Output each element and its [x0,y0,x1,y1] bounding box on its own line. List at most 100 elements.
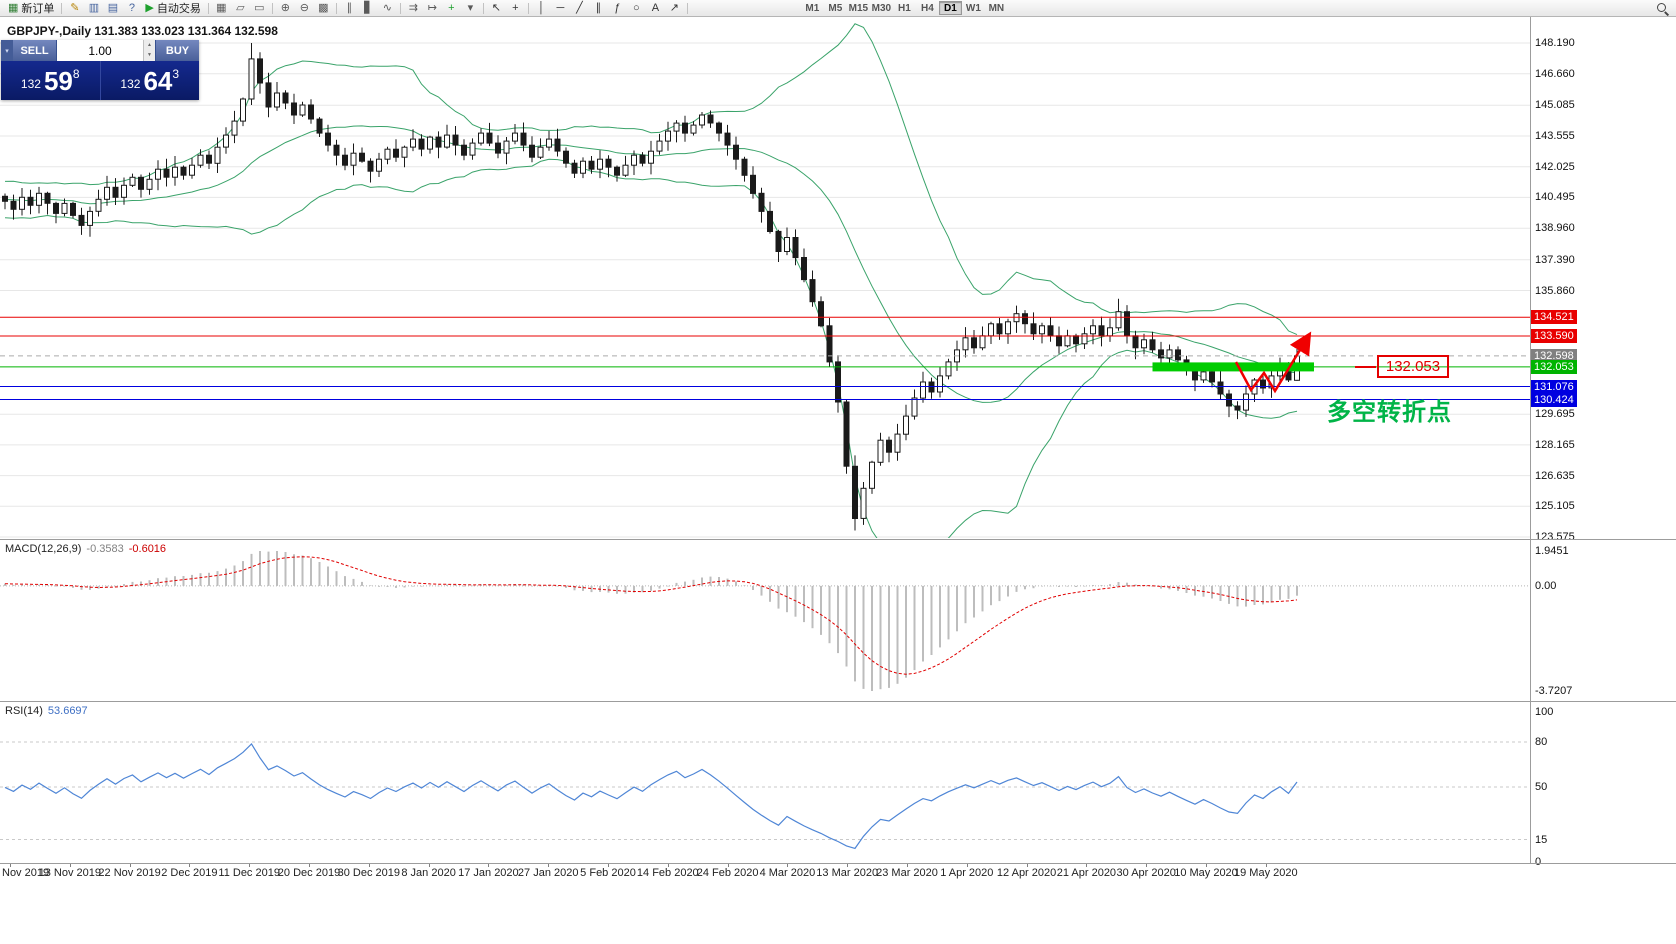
search-button[interactable] [1653,1,1672,16]
pane-separator[interactable] [0,539,1676,540]
channel-icon: ∥ [595,1,602,14]
price-tag: 132.598 [1531,348,1577,363]
data-window-button[interactable]: ▤ [103,1,122,16]
vertical-line-button[interactable]: │ [532,1,551,16]
price-annotation-box[interactable]: 132.053 [1377,355,1449,378]
toolbar-separator [527,2,529,14]
timeframe-button-h1[interactable]: H1 [893,1,916,15]
line-chart-button[interactable]: ∿ [378,1,397,16]
date-tick [1265,864,1267,867]
new-order-label: 新订单 [21,3,55,15]
sell-price[interactable]: 132 59 8 [1,61,101,100]
fibonacci-button[interactable]: ƒ [608,1,627,16]
date-label: 2 Dec 2019 [161,867,218,879]
new-chart-button[interactable]: + [442,1,461,16]
price-tag: 133.590 [1531,329,1577,343]
candlestick-chart-button[interactable]: ▋ [359,1,378,16]
date-label: 20 Dec 2019 [277,867,341,879]
shapes-icon: ○ [633,1,640,14]
price-tag: 131.076 [1531,379,1577,394]
rsi-axis-label: 15 [1535,833,1548,846]
sell-button[interactable]: SELL [13,40,56,61]
toolbar-separator [335,2,337,14]
tile-windows-button[interactable]: ▦ [212,1,231,16]
pane-separator[interactable] [0,701,1676,702]
timeframe-button-m15[interactable]: M15 [848,2,869,14]
date-tick [249,864,251,867]
cascade-windows-icon: ▱ [236,1,245,14]
timeframe-button-h4[interactable]: H4 [916,1,939,15]
grid-button[interactable]: ▩ [314,1,333,16]
text-button[interactable]: A [646,1,665,16]
volume-down-button[interactable]: ▼ [144,50,155,61]
trendline-button[interactable]: ╱ [570,1,589,16]
timeframe-button-w1[interactable]: W1 [962,1,985,15]
auto-scroll-button[interactable]: ⇉ [404,1,423,16]
timeframe-button-mn[interactable]: MN [985,1,1008,15]
buy-button[interactable]: BUY [156,40,199,61]
fibonacci-icon: ƒ [614,1,621,14]
new-order-button[interactable]: ▦ 新订单 [4,1,58,16]
toolbar-separator [271,2,273,14]
timeframe-button-m30[interactable]: M30 [871,2,892,14]
macd-indicator-canvas[interactable] [0,540,1530,701]
one-click-trading-panel: ▾ SELL ▲ ▼ BUY 132 59 8 132 64 3 [1,40,199,100]
time-axis-separator [0,863,1676,864]
turning-point-label[interactable]: 多空转折点 [1327,399,1452,426]
date-label: 21 Apr 2020 [1056,867,1117,879]
chart-shift-button[interactable]: ↦ [423,1,442,16]
rsi-indicator-canvas[interactable] [0,702,1530,862]
help-button[interactable]: ? [122,1,141,16]
date-tick [129,864,131,867]
volume-input[interactable] [57,40,143,61]
cursor-icon: ↖ [491,1,501,14]
shapes-button[interactable]: ○ [627,1,646,16]
price-axis-label: 123.575 [1535,531,1575,543]
profiles-button[interactable]: ▾ [461,1,480,16]
trendline-icon: ╱ [576,1,583,14]
volume-up-button[interactable]: ▲ [144,40,155,51]
buy-price[interactable]: 132 64 3 [100,61,199,100]
arrange-windows-button[interactable]: ▭ [250,1,269,16]
arrows-button[interactable]: ↗ [665,1,684,16]
zoom-in-button[interactable]: ⊕ [276,1,295,16]
channel-button[interactable]: ∥ [589,1,608,16]
price-axis[interactable]: 148.190 146.660 145.085 143.555 142.025 140.4… [1531,0,1676,944]
metaeditor-button[interactable]: ✎ [65,1,84,16]
metaeditor-icon: ✎ [70,1,80,14]
price-chart-canvas[interactable] [0,17,1530,538]
price-axis-label: 143.555 [1535,130,1575,142]
time-axis[interactable]: Nov 2019 13 Nov 2019 22 Nov 2019 2 Dec 2019… [0,864,1530,882]
cascade-windows-button[interactable]: ▱ [231,1,250,16]
autotrading-button[interactable]: ▶ 自动交易 [141,1,204,16]
one-click-collapse-button[interactable]: ▾ [1,40,13,61]
timeframe-button-d1[interactable]: D1 [938,1,962,15]
volume-stepper: ▲ ▼ [143,40,155,61]
date-label: 27 Jan 2020 [517,867,579,879]
date-tick [966,864,968,867]
date-tick [428,864,430,867]
data-window-icon: ▤ [107,1,119,14]
date-tick [368,864,370,867]
timeframe-button-m5[interactable]: M5 [824,1,847,15]
date-tick [189,864,191,867]
cursor-button[interactable]: ↖ [487,1,506,16]
zoom-out-button[interactable]: ⊖ [295,1,314,16]
bar-chart-button[interactable]: ∥ [340,1,359,16]
search-icon [1656,2,1669,15]
horizontal-line-button[interactable]: ─ [551,1,570,16]
toolbar-separator [399,2,401,14]
grid-icon: ▩ [318,1,329,14]
price-tag: 130.424 [1531,392,1577,407]
date-label: 12 Apr 2020 [996,867,1057,879]
timeframe-button-m1[interactable]: M1 [801,1,824,15]
candlestick-chart-icon: ▋ [364,1,373,14]
line-chart-icon: ∿ [382,1,392,14]
date-tick [1026,864,1028,867]
market-watch-button[interactable]: ▥ [84,1,103,16]
price-axis-label: 146.660 [1535,67,1575,80]
date-label: 8 Jan 2020 [401,867,456,879]
crosshair-button[interactable]: + [506,1,525,16]
date-label: 1 Apr 2020 [940,867,994,879]
toolbar-separator [686,2,688,14]
